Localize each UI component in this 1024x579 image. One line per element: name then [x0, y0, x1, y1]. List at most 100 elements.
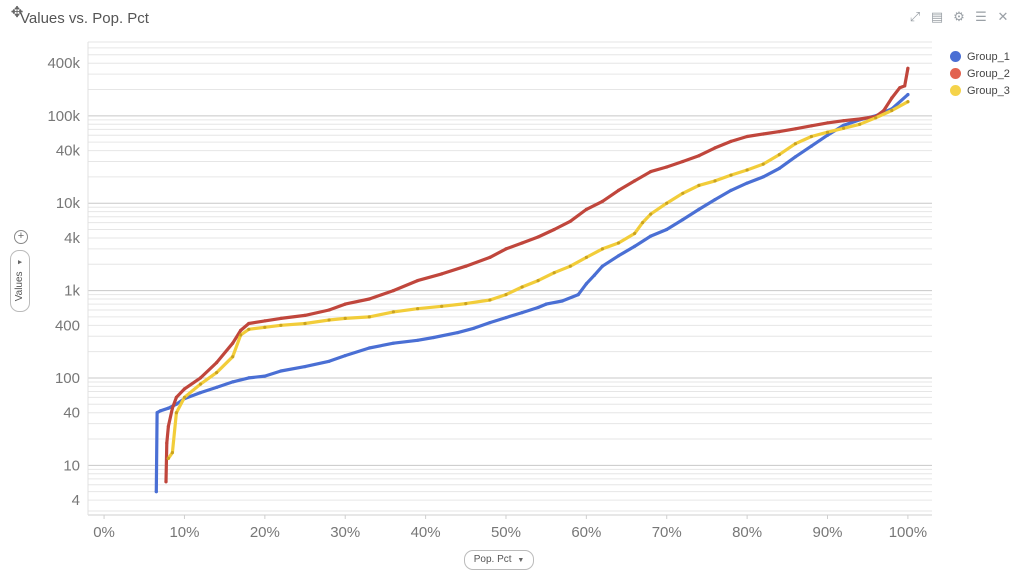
data-point[interactable] — [761, 175, 765, 179]
data-point[interactable] — [440, 272, 444, 276]
data-point[interactable] — [263, 374, 267, 378]
data-point[interactable] — [231, 380, 235, 384]
data-point[interactable] — [263, 325, 267, 329]
data-point[interactable] — [440, 304, 444, 308]
data-point[interactable] — [327, 359, 331, 363]
data-point[interactable] — [616, 254, 621, 258]
data-point[interactable] — [665, 165, 669, 169]
data-point[interactable] — [890, 96, 894, 100]
data-point[interactable] — [303, 313, 307, 317]
data-point[interactable] — [552, 271, 556, 275]
data-point[interactable] — [279, 369, 283, 373]
data-point[interactable] — [616, 188, 621, 192]
data-point[interactable] — [488, 255, 492, 259]
data-point[interactable] — [343, 302, 347, 306]
data-point[interactable] — [761, 162, 765, 166]
gear-icon[interactable]: ⚙ — [953, 9, 965, 24]
data-point[interactable] — [793, 127, 798, 131]
data-point[interactable] — [906, 100, 910, 104]
data-point[interactable] — [231, 341, 235, 345]
data-point[interactable] — [633, 179, 637, 183]
data-point[interactable] — [182, 395, 187, 399]
data-point[interactable] — [432, 335, 436, 340]
data-point[interactable] — [649, 170, 653, 174]
data-point[interactable] — [697, 207, 701, 211]
data-point[interactable] — [906, 66, 910, 70]
data-point[interactable] — [809, 124, 814, 128]
data-point[interactable] — [154, 490, 158, 494]
data-point[interactable] — [165, 441, 169, 445]
data-point[interactable] — [576, 293, 580, 297]
data-point[interactable] — [504, 293, 508, 297]
data-point[interactable] — [745, 168, 749, 172]
data-point[interactable] — [166, 456, 170, 460]
data-point[interactable] — [729, 139, 733, 143]
data-point[interactable] — [215, 385, 219, 389]
data-point[interactable] — [649, 234, 653, 238]
notes-icon[interactable]: ▤ — [930, 9, 944, 24]
data-point[interactable] — [327, 318, 331, 322]
data-point[interactable] — [263, 319, 267, 323]
data-point[interactable] — [416, 338, 420, 342]
data-point[interactable] — [416, 307, 420, 311]
data-point[interactable] — [239, 328, 243, 332]
data-point[interactable] — [416, 279, 420, 283]
data-point[interactable] — [174, 395, 178, 399]
data-point[interactable] — [367, 297, 371, 301]
data-point[interactable] — [825, 121, 830, 125]
data-point[interactable] — [198, 391, 203, 395]
data-point[interactable] — [681, 159, 685, 164]
data-point[interactable] — [198, 382, 203, 386]
data-point[interactable] — [182, 387, 187, 391]
data-point[interactable] — [568, 219, 572, 223]
data-point[interactable] — [247, 327, 251, 331]
data-point[interactable] — [793, 155, 798, 159]
data-point[interactable] — [170, 451, 174, 455]
data-point[interactable] — [520, 241, 524, 245]
data-point[interactable] — [842, 119, 846, 123]
data-point[interactable] — [158, 409, 162, 413]
data-point[interactable] — [713, 179, 717, 183]
data-point[interactable] — [842, 126, 846, 130]
data-point[interactable] — [536, 235, 540, 239]
data-point[interactable] — [903, 84, 907, 88]
data-point[interactable] — [504, 316, 508, 320]
data-point[interactable] — [761, 132, 765, 136]
data-point[interactable] — [536, 305, 540, 310]
data-point[interactable] — [898, 86, 902, 90]
data-point[interactable] — [279, 316, 283, 320]
data-point[interactable] — [170, 406, 174, 410]
data-point[interactable] — [391, 310, 395, 314]
data-point[interactable] — [568, 264, 572, 268]
data-point[interactable] — [464, 302, 468, 306]
data-point[interactable] — [464, 264, 468, 268]
data-point[interactable] — [239, 333, 243, 337]
data-point[interactable] — [906, 93, 910, 97]
data-point[interactable] — [665, 201, 669, 205]
data-point[interactable] — [745, 134, 749, 139]
data-point[interactable] — [665, 227, 669, 232]
data-point[interactable] — [215, 361, 219, 365]
data-point[interactable] — [600, 264, 605, 268]
data-point[interactable] — [560, 299, 564, 303]
add-y-field-button[interactable]: + — [14, 230, 28, 244]
data-point[interactable] — [391, 289, 395, 293]
data-point[interactable] — [874, 116, 878, 120]
data-point[interactable] — [174, 411, 178, 415]
data-point[interactable] — [343, 316, 347, 320]
data-point[interactable] — [472, 326, 476, 330]
data-point[interactable] — [600, 199, 605, 203]
data-point[interactable] — [825, 130, 830, 134]
y-axis-field-pill[interactable]: Values ▼ — [10, 250, 30, 312]
legend-item-group-3[interactable]: Group_3 — [950, 82, 1010, 99]
data-point[interactable] — [520, 311, 524, 315]
data-point[interactable] — [890, 108, 894, 113]
data-point[interactable] — [592, 273, 597, 277]
data-point[interactable] — [456, 331, 460, 335]
data-point[interactable] — [247, 321, 251, 326]
data-point[interactable] — [367, 315, 371, 319]
data-point[interactable] — [600, 247, 605, 251]
data-point[interactable] — [649, 212, 653, 216]
data-point[interactable] — [327, 308, 331, 312]
data-point[interactable] — [198, 376, 203, 380]
